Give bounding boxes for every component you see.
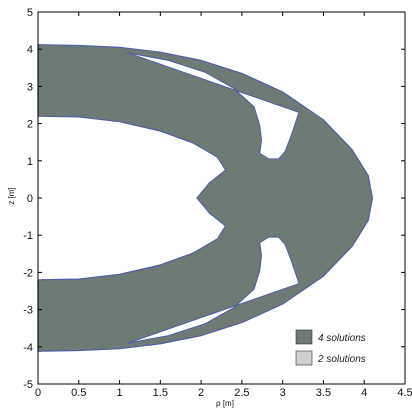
x-tick-label: 3.5 — [316, 387, 331, 399]
x-tick-label: 1.5 — [153, 387, 168, 399]
legend-swatch-2-solutions — [295, 350, 313, 366]
y-tick-label: 5 — [27, 7, 33, 19]
y-tick-label: 4 — [27, 44, 33, 56]
legend: 4 solutions 2 solutions — [289, 324, 399, 374]
plot-region-layer — [37, 44, 373, 352]
x-axis-ticks: 0 0.5 1 1.5 2 2.5 3 3.5 4 4.5 — [35, 12, 412, 399]
y-tick-label: -2 — [23, 267, 33, 279]
x-tick-label: 4.5 — [397, 387, 412, 399]
y-tick-label: -3 — [23, 305, 33, 317]
legend-label-4-solutions: 4 solutions — [318, 333, 366, 344]
y-tick-label: 0 — [27, 193, 33, 205]
x-tick-label: 0.5 — [71, 387, 86, 399]
y-axis-ticks: 5 4 3 2 1 0 -1 -2 -3 -4 -5 — [23, 7, 405, 391]
x-tick-label: 1 — [116, 387, 122, 399]
y-tick-label: 1 — [27, 156, 33, 168]
y-tick-label: 2 — [27, 119, 33, 131]
x-tick-label: 2 — [198, 387, 204, 399]
legend-swatch-4-solutions — [295, 329, 313, 345]
y-tick-label: -4 — [23, 342, 33, 354]
x-tick-label: 2.5 — [234, 387, 249, 399]
x-tick-label: 3 — [280, 387, 286, 399]
x-axis-label: ρ [m] — [216, 399, 234, 408]
x-tick-label: 0 — [35, 387, 41, 399]
region-4-solutions — [37, 44, 373, 352]
y-tick-label: 3 — [27, 81, 33, 93]
legend-label-2-solutions: 2 solutions — [317, 354, 366, 365]
x-tick-label: 4 — [361, 387, 367, 399]
y-axis-label: z [m] — [7, 187, 16, 204]
y-tick-label: -5 — [23, 379, 33, 391]
y-tick-label: -1 — [23, 230, 33, 242]
lower-lobe — [127, 236, 300, 344]
upper-lobe — [127, 52, 300, 160]
